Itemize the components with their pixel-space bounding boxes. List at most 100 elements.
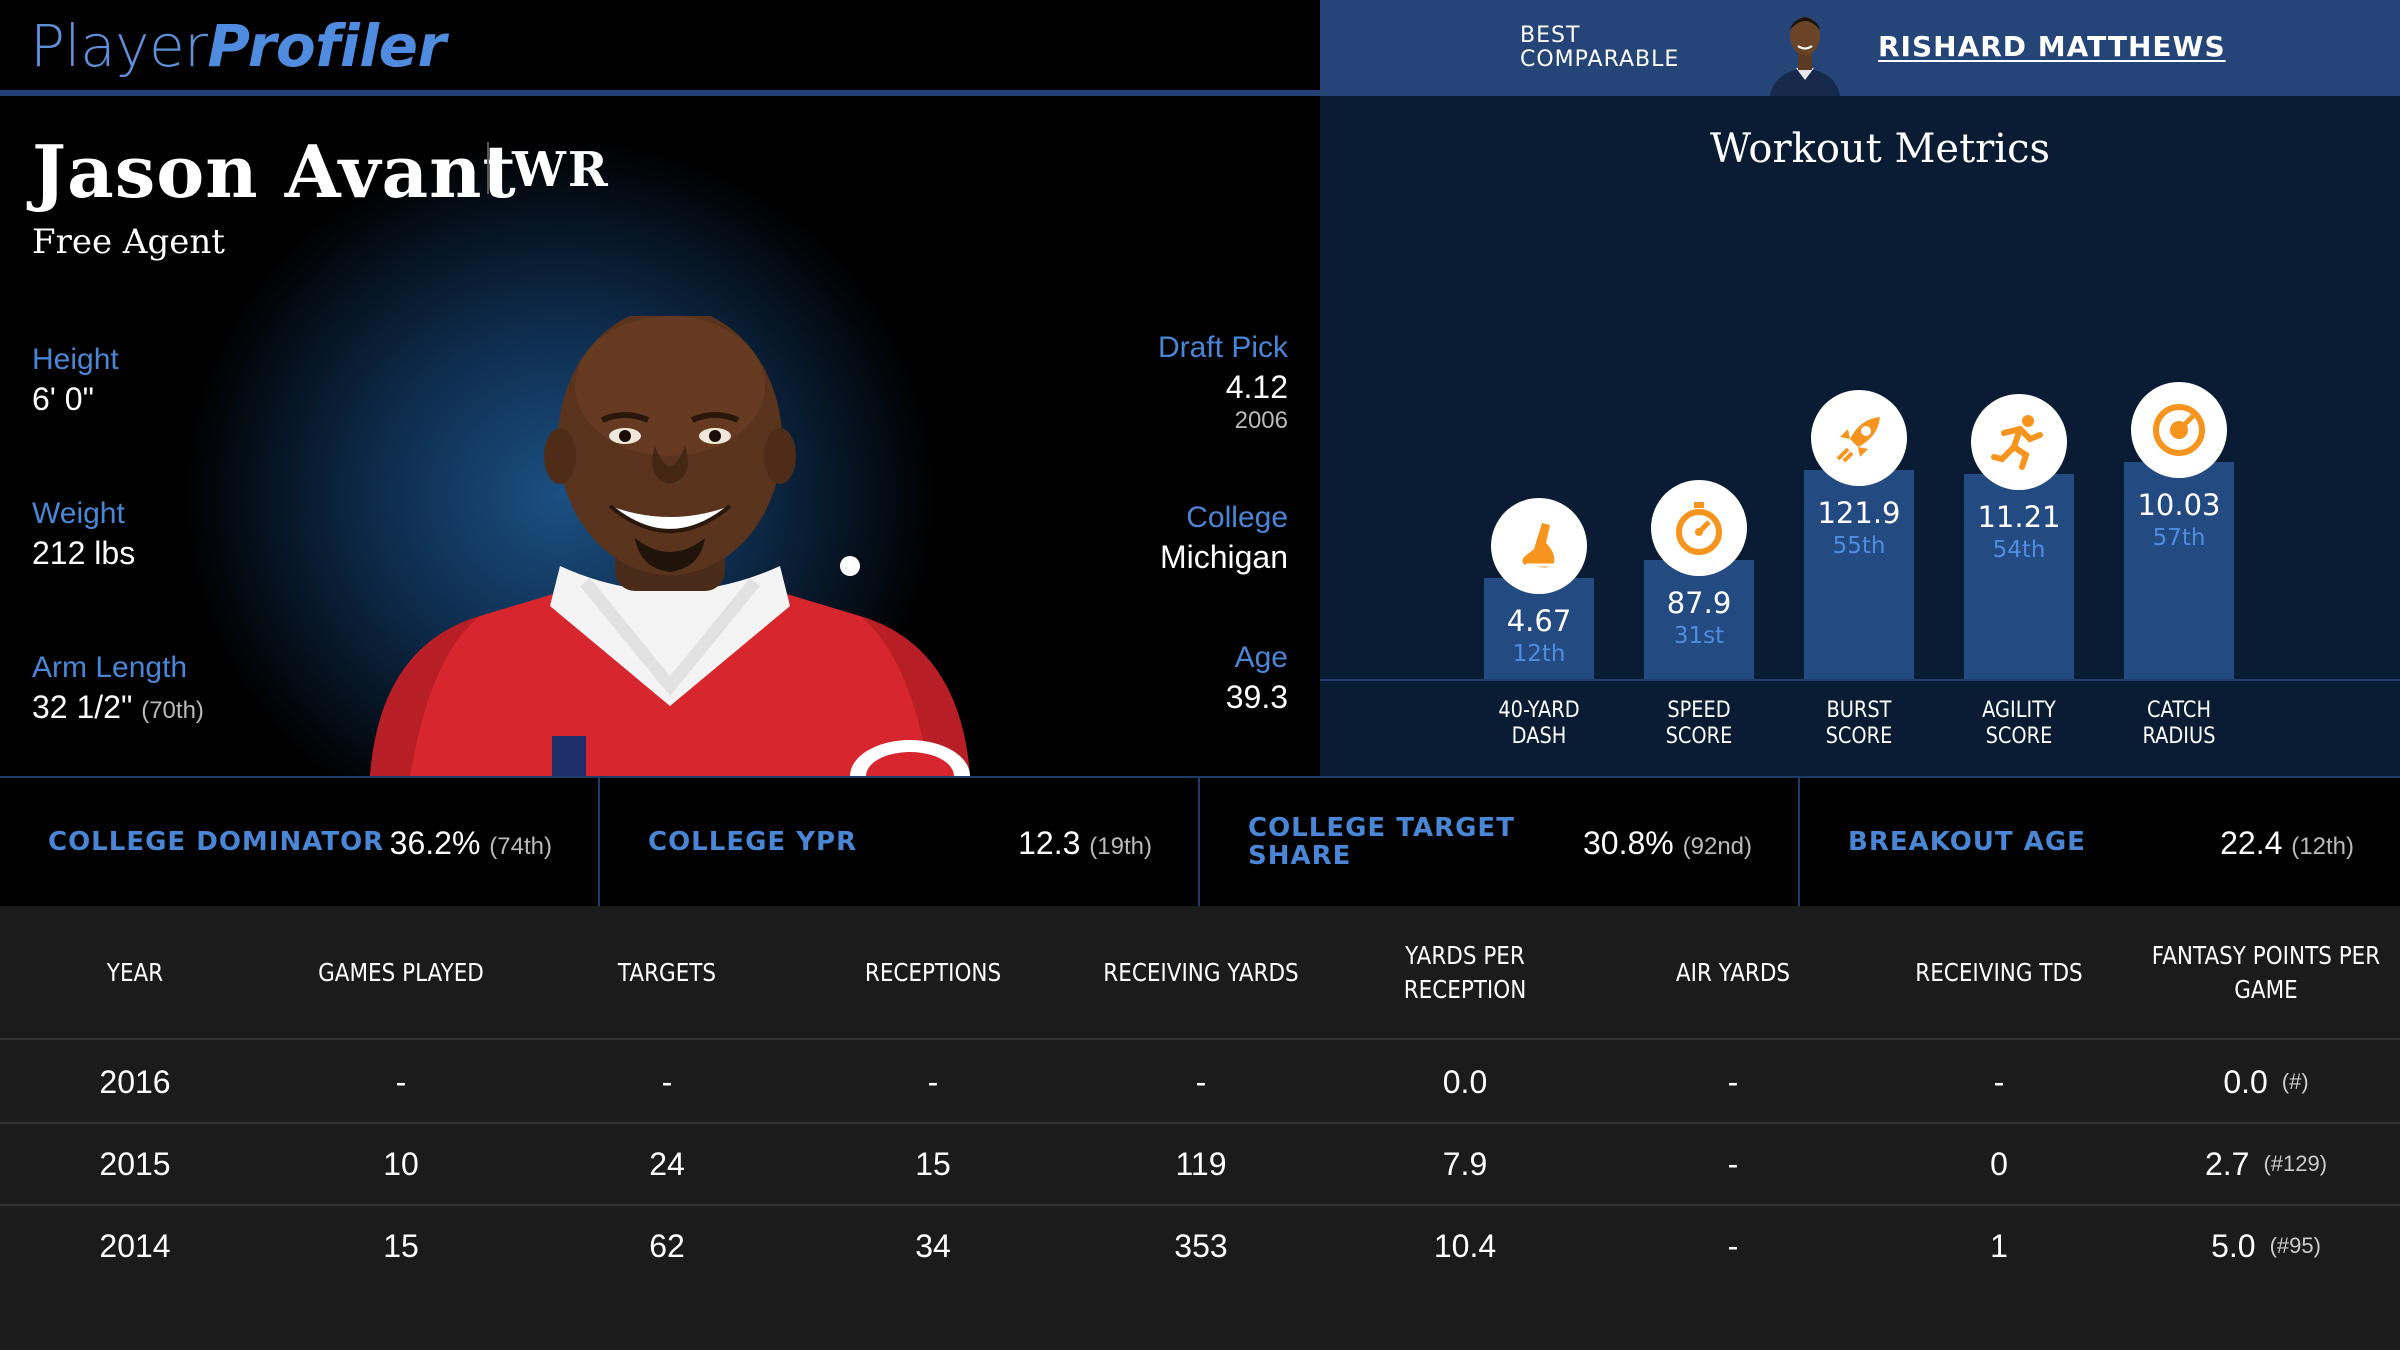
metric-label-40-yard-dash: 40-YARD DASH xyxy=(1498,698,1580,749)
best-comparable-bar: BEST COMPARABLE RISHARD MATTHEWS xyxy=(1320,0,2400,96)
name-divider xyxy=(487,142,489,194)
cell-air-yards: - xyxy=(1727,1227,1739,1264)
cell-ypr: 0.0 xyxy=(1442,1063,1488,1100)
cell-yards: - xyxy=(1195,1063,1207,1100)
metric-label-burst-score: BURST SCORE xyxy=(1825,698,1893,749)
col-header-year[interactable]: YEAR xyxy=(106,958,164,987)
cell-fantasy-points: 2.7 (#129) xyxy=(2204,1145,2328,1182)
breakout-age-cell: BREAKOUT AGE 22.4 (12th) xyxy=(1800,778,2400,906)
cell-receptions: 34 xyxy=(915,1227,951,1264)
metric-bar-burst-score[interactable] xyxy=(1804,470,1914,679)
workout-metrics-panel: Workout Metrics 4.67 12th 40-YARD DASH 87… xyxy=(1320,96,2400,776)
cell-fantasy-points: 0.0 (#) xyxy=(2223,1063,2309,1100)
metric-bar-catch-radius[interactable] xyxy=(2124,462,2234,679)
college-dominator-cell: COLLEGE DOMINATOR 36.2% (74th) xyxy=(0,778,600,906)
cell-year: 2016 xyxy=(99,1063,171,1100)
cell-tds: - xyxy=(1993,1063,2005,1100)
metric-rank-burst-score: 55th xyxy=(1832,533,1886,559)
age-value: 39.3 xyxy=(1225,679,1288,715)
cell-yards: 119 xyxy=(1175,1145,1227,1182)
cell-games: - xyxy=(395,1063,407,1100)
table-row: 2014 15 62 34 353 10.4 - 1 5.0 (#95) xyxy=(0,1206,2400,1288)
metric-value-agility-score: 11.21 xyxy=(1977,500,2061,534)
season-stats-table: YEAR GAMES PLAYED TARGETS RECEPTIONS REC… xyxy=(0,906,2400,1350)
cell-tds: 1 xyxy=(1990,1227,2008,1264)
col-header-receiving-tds[interactable]: RECEIVING TDS xyxy=(1915,958,2083,987)
metric-rank-agility-score: 54th xyxy=(1992,537,2046,563)
stopwatch-icon xyxy=(1651,480,1747,576)
col-header-games-played[interactable]: GAMES PLAYED xyxy=(318,958,484,987)
height-label: Height xyxy=(32,343,119,376)
age-label: Age xyxy=(1234,641,1288,674)
college-ypr-label: COLLEGE YPR xyxy=(648,827,858,857)
cell-targets: 62 xyxy=(649,1227,685,1264)
player-panel: Jason Avant WR Free Agent Height 6' 0" W… xyxy=(0,96,1320,776)
cell-yards: 353 xyxy=(1174,1227,1228,1264)
metric-value-speed-score: 87.9 xyxy=(1666,586,1732,620)
col-header-fantasy-points[interactable]: FANTASY POINTS PER GAME xyxy=(2151,941,2381,1004)
col-header-yards-per-reception[interactable]: YARDS PER RECEPTION xyxy=(1403,941,1527,1004)
college-value: Michigan xyxy=(1159,539,1288,575)
metric-value-40-yard-dash: 4.67 xyxy=(1506,604,1572,638)
metric-rank-40-yard-dash: 12th xyxy=(1512,641,1566,667)
cell-ypr: 7.9 xyxy=(1442,1145,1488,1182)
metric-bar-40-yard-dash[interactable] xyxy=(1484,578,1594,679)
player-position: WR xyxy=(512,142,610,198)
cell-targets: - xyxy=(661,1063,673,1100)
draft-year: 2006 xyxy=(1234,407,1288,434)
college-ypr-cell: COLLEGE YPR 12.3 (19th) xyxy=(600,778,1200,906)
cell-air-yards: - xyxy=(1727,1145,1739,1182)
metric-bar-agility-score[interactable] xyxy=(1964,474,2074,679)
college-target-share-cell: COLLEGE TARGET SHARE 30.8% (92nd) xyxy=(1200,778,1800,906)
table-header-row: YEAR GAMES PLAYED TARGETS RECEPTIONS REC… xyxy=(0,906,2400,1040)
draft-pick-value: 4.12 xyxy=(1225,369,1288,405)
col-header-receptions[interactable]: RECEPTIONS xyxy=(864,958,1002,987)
col-header-receiving-yards[interactable]: RECEIVING YARDS xyxy=(1103,958,1299,987)
col-header-targets[interactable]: TARGETS xyxy=(617,958,717,987)
breakout-age-label: BREAKOUT AGE xyxy=(1848,827,2086,857)
cell-year: 2015 xyxy=(99,1145,171,1182)
weight-value: 212 lbs xyxy=(32,535,136,571)
college-target-share-label: COLLEGE TARGET SHARE xyxy=(1248,813,1515,871)
runner-icon xyxy=(1971,394,2067,490)
metric-label-agility-score: AGILITY SCORE xyxy=(1982,698,2056,749)
table-row: 2016 - - - - 0.0 - - 0.0 (#) xyxy=(0,1042,2400,1124)
comparable-avatar[interactable] xyxy=(1760,6,1850,96)
metric-value-catch-radius: 10.03 xyxy=(2137,488,2221,522)
top-bar: PlayerProfiler BEST COMPARABLE RISHARD M… xyxy=(0,0,2400,96)
metric-value-burst-score: 121.9 xyxy=(1817,496,1901,530)
metric-rank-speed-score: 31st xyxy=(1673,623,1725,649)
cell-games: 15 xyxy=(383,1227,419,1264)
college-stats-strip: COLLEGE DOMINATOR 36.2% (74th) COLLEGE Y… xyxy=(0,776,2400,906)
cell-receptions: - xyxy=(927,1063,939,1100)
metric-bar-speed-score[interactable] xyxy=(1644,560,1754,679)
chart-baseline xyxy=(1320,679,2400,681)
draft-pick-label: Draft Pick xyxy=(1157,331,1288,364)
col-header-air-yards[interactable]: AIR YARDS xyxy=(1675,958,1791,987)
player-team: Free Agent xyxy=(32,222,225,262)
cell-fantasy-points: 5.0 (#95) xyxy=(2211,1227,2321,1264)
college-dominator-label: COLLEGE DOMINATOR xyxy=(48,827,385,857)
player-name: Jason Avant xyxy=(32,129,517,214)
arm-length-percentile: (70th) xyxy=(141,697,204,724)
metric-rank-catch-radius: 57th xyxy=(2152,525,2206,551)
best-comparable-label: BEST COMPARABLE xyxy=(1520,23,1680,72)
table-row: 2015 10 24 15 119 7.9 - 0 2.7 (#129) xyxy=(0,1124,2400,1206)
logo-area: PlayerProfiler xyxy=(0,0,1320,96)
logo-text-profiler: Profiler xyxy=(207,12,447,80)
cell-air-yards: - xyxy=(1727,1063,1739,1100)
height-value: 6' 0" xyxy=(32,381,94,417)
cell-ypr: 10.4 xyxy=(1433,1227,1497,1264)
player-photo xyxy=(370,307,970,776)
site-logo[interactable]: PlayerProfiler xyxy=(30,14,446,79)
workout-metrics-title: Workout Metrics xyxy=(1709,126,2051,172)
college-target-share-value: 30.8% (92nd) xyxy=(1583,825,1752,861)
college-dominator-value: 36.2% (74th) xyxy=(389,825,552,861)
arm-length-label: Arm Length xyxy=(32,651,188,684)
cell-games: 10 xyxy=(383,1145,419,1182)
metric-label-speed-score: SPEED SCORE xyxy=(1665,698,1733,749)
metric-label-catch-radius: CATCH RADIUS xyxy=(2142,698,2216,749)
comparable-player-link[interactable]: RISHARD MATTHEWS xyxy=(1878,30,2226,63)
cell-year: 2014 xyxy=(99,1227,171,1264)
college-ypr-value: 12.3 (19th) xyxy=(1018,825,1152,861)
